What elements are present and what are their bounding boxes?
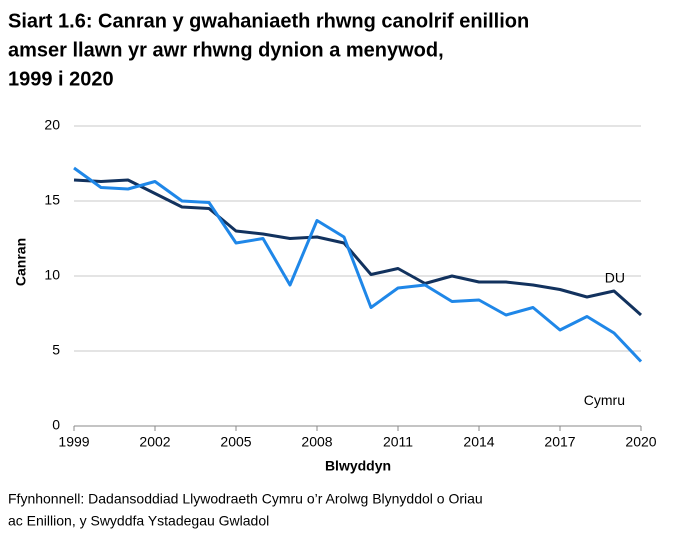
chart-title: Siart 1.6: Canran y gwahaniaeth rhwng ca… xyxy=(8,10,529,32)
x-tick-label: 2014 xyxy=(463,434,494,450)
source: Ffynhonnell: Dadansoddiad Llywodraeth Cy… xyxy=(8,491,483,507)
y-tick-label: 5 xyxy=(52,342,60,358)
chart-title: amser llawn yr awr rhwng dynion a menywo… xyxy=(8,39,444,61)
series-label: DU xyxy=(605,270,625,286)
y-tick-label: 15 xyxy=(44,192,60,208)
y-tick-label: 10 xyxy=(44,267,60,283)
x-tick-label: 2005 xyxy=(220,434,251,450)
series-label: Cymru xyxy=(584,392,625,408)
x-tick-label: 2002 xyxy=(139,434,170,450)
x-tick-label: 2008 xyxy=(301,434,332,450)
x-tick-label: 2011 xyxy=(383,434,413,450)
source: ac Enillion, y Swyddfa Ystadegau Gwladol xyxy=(8,513,269,529)
y-tick-label: 20 xyxy=(44,117,60,133)
y-tick-label: 0 xyxy=(52,417,60,433)
y-axis-label: Canran xyxy=(13,238,29,286)
chart-title: 1999 i 2020 xyxy=(8,68,114,90)
x-tick-label: 2017 xyxy=(544,434,575,450)
x-tick-label: 1999 xyxy=(58,434,89,450)
x-axis-label: Blwyddyn xyxy=(325,458,391,474)
series-line xyxy=(73,178,642,317)
x-tick-label: 2020 xyxy=(625,434,656,450)
series-line xyxy=(73,166,643,363)
